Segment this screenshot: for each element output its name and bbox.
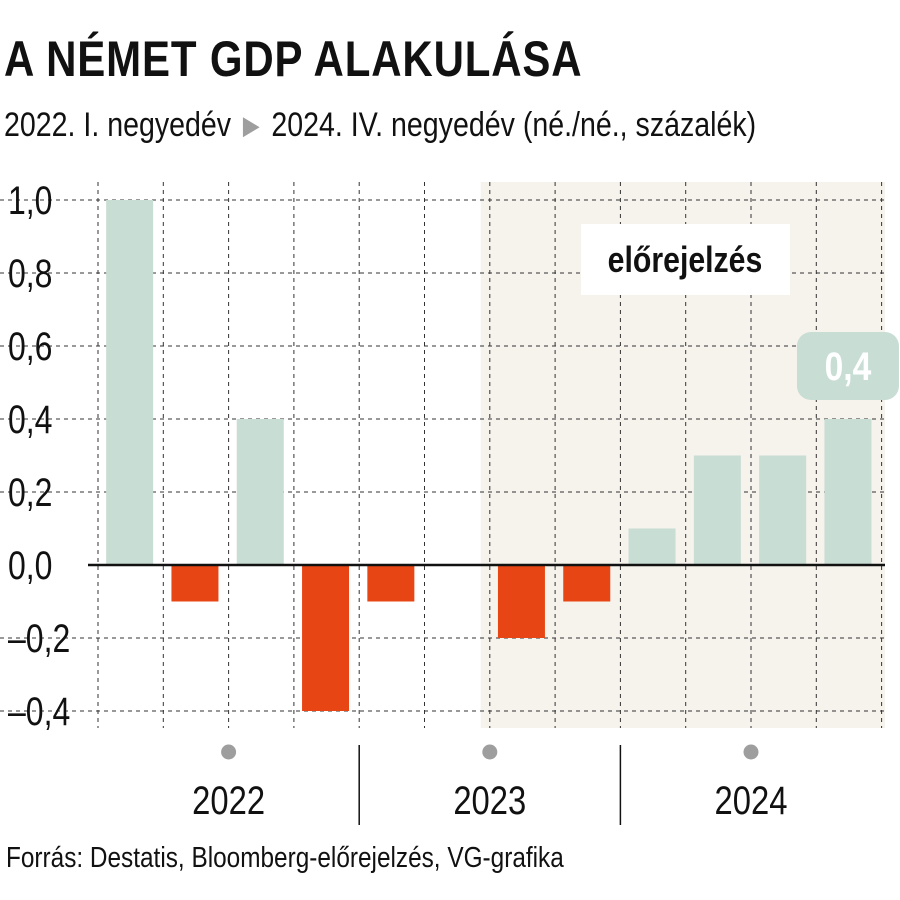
highlight-value-label: 0,4 [825, 344, 872, 388]
bar [171, 565, 219, 602]
bar [302, 565, 350, 711]
bar [106, 200, 154, 565]
source-note: Forrás: Destatis, Bloomberg-előrejelzés,… [6, 842, 564, 874]
bar [563, 565, 611, 602]
year-label: 2022 [192, 778, 265, 823]
y-tick-label: 0,6 [8, 324, 52, 369]
y-tick-label: 1,0 [8, 178, 52, 223]
subtitle-start: 2022. I. negyedév [4, 106, 232, 144]
forecast-label-box [581, 224, 790, 295]
chart-subtitle: 2022. I. negyedév ▶ 2024. IV. negyedév (né… [4, 106, 756, 145]
bar [236, 419, 284, 565]
year-label: 2023 [453, 778, 526, 823]
year-dot [482, 744, 498, 760]
bar [367, 565, 415, 602]
year-label: 2024 [715, 778, 788, 823]
chart-title: A NÉMET GDP ALAKULÁSA [4, 31, 583, 87]
highlight-value-badge [796, 332, 899, 400]
triangle-right-icon: ▶ [242, 110, 260, 140]
y-tick-label: –0,2 [8, 616, 70, 661]
bar [693, 455, 741, 565]
bar [497, 565, 545, 638]
y-tick-label: 0,0 [8, 543, 52, 588]
bar [759, 455, 807, 565]
subtitle-end: 2024. IV. negyedév (né./né., százalék) [271, 106, 757, 144]
y-tick-label: –0,4 [8, 689, 70, 734]
forecast-label: előrejelzés [608, 241, 763, 281]
y-tick-label: 0,8 [8, 251, 52, 296]
year-dot [221, 744, 237, 760]
y-tick-label: 0,4 [8, 397, 52, 442]
bar [824, 419, 872, 565]
bar [628, 528, 676, 565]
y-tick-label: 0,2 [8, 470, 52, 515]
year-dot [743, 744, 759, 760]
